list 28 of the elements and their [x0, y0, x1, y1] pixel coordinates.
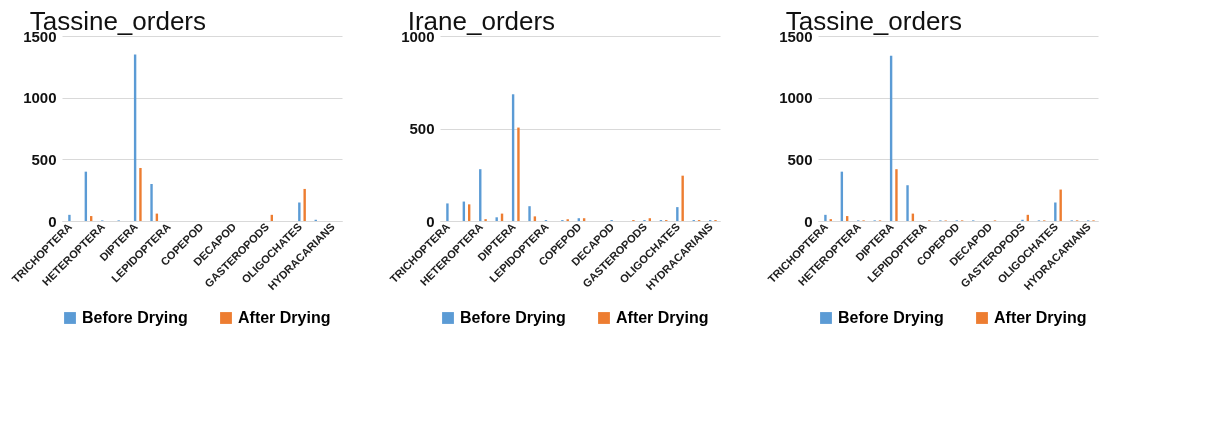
y-tick-label: 1000: [779, 89, 813, 107]
legend-label: Before Drying: [838, 309, 944, 326]
bar: [906, 185, 909, 221]
bar: [517, 127, 520, 221]
bar: [895, 169, 898, 221]
bar: [1054, 202, 1057, 221]
bar: [681, 175, 684, 221]
bar: [298, 202, 301, 221]
y-tick-label: 500: [31, 150, 57, 168]
legend-label: After Drying: [616, 309, 709, 326]
bar: [150, 184, 153, 221]
legend-label: After Drying: [994, 309, 1087, 326]
bar: [1059, 189, 1062, 221]
bar: [533, 216, 537, 221]
legend-label: Before Drying: [460, 309, 566, 326]
legend-label: After Drying: [238, 309, 331, 326]
bar: [446, 203, 449, 221]
bar: [676, 207, 679, 221]
y-tick-label: 500: [787, 150, 813, 168]
bar: [303, 188, 306, 221]
bar: [139, 167, 142, 221]
bar: [824, 214, 827, 221]
bar: [495, 217, 498, 221]
bar: [528, 206, 531, 221]
bar: [68, 214, 71, 221]
legend-label: Before Drying: [82, 309, 188, 326]
y-tick-label: 1000: [23, 89, 57, 107]
y-tick-label: 500: [409, 120, 435, 137]
